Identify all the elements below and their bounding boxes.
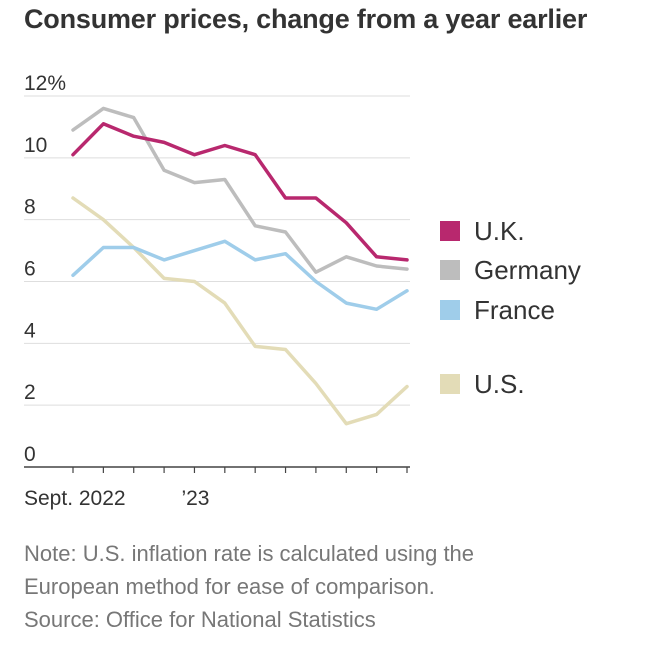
legend-label-us: U.S. [474,369,525,399]
y-tick-label-0: 0 [24,443,36,466]
source-line: Source: Office for National Statistics [24,607,376,632]
x-axis-labels: Sept. 2022 ’23 [24,487,209,510]
line-chart: 0 2 4 6 8 10 12% Sept. 2022 ’23 U.K. Germany Fran… [24,72,581,510]
series-line-uk [71,122,409,262]
note-line-2: European method for ease of comparison. [24,574,435,599]
legend-swatch-france [440,300,460,320]
y-tick-label-6: 6 [24,258,36,281]
note-line-1: Note: U.S. inflation rate is calculated … [24,541,475,566]
gridlines [24,95,410,406]
legend: U.K. Germany France U.S. [440,216,581,399]
y-axis-labels: 0 2 4 6 8 10 12% [24,72,66,466]
footnote: Note: U.S. inflation rate is calculated … [24,537,634,636]
x-tick-label-2022-09: Sept. 2022 [24,487,126,510]
legend-label-france: France [474,295,555,325]
legend-swatch-uk [440,221,460,241]
legend-label-germany: Germany [474,255,581,285]
legend-swatch-us [440,374,460,394]
chart-title: Consumer prices, change from a year earl… [24,4,588,34]
legend-swatch-germany [440,260,460,280]
y-tick-label-10: 10 [24,134,47,157]
y-tick-label-8: 8 [24,196,36,219]
y-tick-label-2: 2 [24,381,36,404]
x-axis [24,466,410,473]
series-line-germany [71,106,409,274]
series-line-france [71,239,409,312]
y-tick-label-12: 12% [24,72,66,95]
y-tick-label-4: 4 [24,319,36,342]
series-lines [71,106,409,426]
x-tick-label-2023-01: ’23 [181,487,209,510]
legend-label-uk: U.K. [474,216,525,246]
series-line-us [71,196,409,426]
